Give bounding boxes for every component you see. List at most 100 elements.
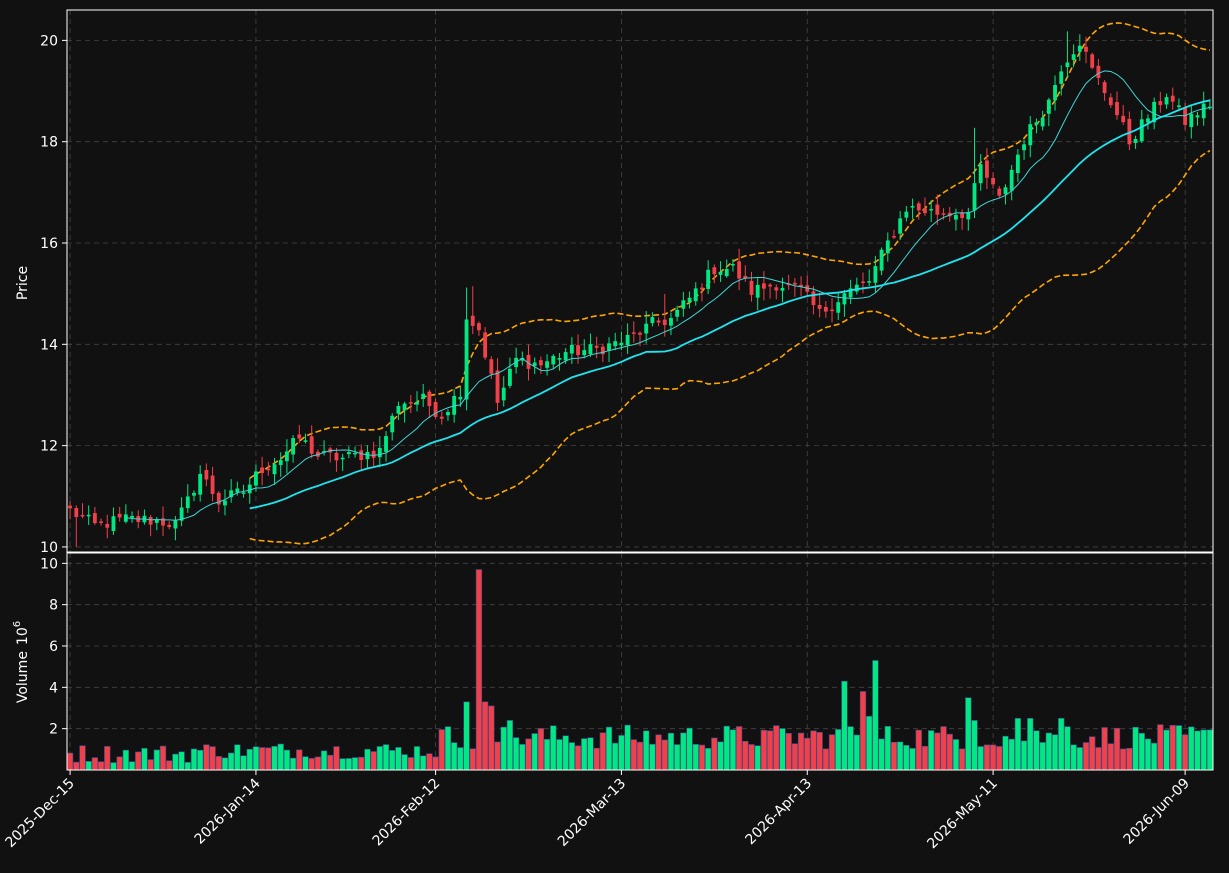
volume-bar xyxy=(630,739,637,771)
volume-bar xyxy=(296,749,303,771)
candle-body xyxy=(799,284,803,287)
candle-body xyxy=(786,283,791,286)
volume-bar xyxy=(760,729,768,771)
volume-bar xyxy=(234,744,241,771)
volume-bar xyxy=(1033,730,1040,771)
volume-bar xyxy=(853,734,860,771)
volume-bar xyxy=(1020,740,1028,771)
candle-body xyxy=(489,359,494,374)
price-panel xyxy=(67,10,1213,552)
volume-bar xyxy=(444,726,452,771)
candle-body xyxy=(935,204,940,215)
volume-bar xyxy=(153,749,160,771)
moving-averages xyxy=(125,70,1211,521)
candle-body xyxy=(607,343,611,351)
volume-bar xyxy=(754,745,761,771)
volume-bar xyxy=(66,752,74,771)
candle-body xyxy=(662,319,667,326)
volume-bar xyxy=(172,753,179,771)
candle-body xyxy=(650,317,655,324)
volume-bar xyxy=(519,744,526,771)
candle-body xyxy=(384,436,388,452)
volume-bar xyxy=(166,760,173,771)
candle-body xyxy=(309,436,314,454)
volume-bar xyxy=(1200,729,1207,771)
volume-bar xyxy=(1089,736,1096,771)
candle-body xyxy=(408,402,413,404)
volume-panel xyxy=(67,553,1213,770)
volume-bar xyxy=(958,748,966,771)
candle-body xyxy=(879,249,884,271)
price-y-tick-label: 14 xyxy=(40,337,58,353)
candle-body xyxy=(99,521,103,523)
volume-bar xyxy=(581,738,588,771)
volume-bar xyxy=(537,728,545,771)
price-y-tick-label: 20 xyxy=(40,33,58,49)
candle-body xyxy=(1152,101,1157,123)
candle-body xyxy=(334,452,339,461)
candle-body xyxy=(960,212,965,219)
candle-body xyxy=(371,450,376,458)
volume-bar xyxy=(178,751,185,771)
price-panel-frame xyxy=(66,9,1214,553)
candle-body xyxy=(867,281,872,283)
candle-body xyxy=(501,387,506,401)
candle-body xyxy=(340,457,345,460)
volume-bar xyxy=(1101,727,1108,771)
candle-body xyxy=(904,211,909,218)
volume-bar xyxy=(1076,747,1083,771)
candle-body xyxy=(470,315,475,326)
candle-body xyxy=(910,206,915,208)
volume-bar xyxy=(897,741,904,771)
volume-bar xyxy=(407,757,414,771)
candle-body xyxy=(1207,106,1212,109)
candle-body xyxy=(557,358,562,360)
volume-bar xyxy=(735,726,743,771)
candle-body xyxy=(848,288,853,298)
volume-bar xyxy=(915,729,922,771)
volume-bar xyxy=(135,751,142,771)
candle-body xyxy=(359,450,364,461)
volume-bar xyxy=(197,749,204,771)
volume-bar xyxy=(605,726,613,771)
volume-bar xyxy=(927,730,935,771)
candle-body xyxy=(569,344,574,354)
volume-bar xyxy=(159,745,167,771)
candle-body xyxy=(1146,118,1150,123)
volume-bar xyxy=(655,734,662,771)
volume-bar xyxy=(667,732,675,771)
price-axis-label: Price xyxy=(15,266,31,300)
volume-bar xyxy=(1188,726,1195,771)
candle-body xyxy=(495,370,500,403)
x-tick-label: 2025-Dec-15 xyxy=(3,776,78,851)
volume-bar xyxy=(364,748,371,771)
candle-body xyxy=(1127,118,1132,145)
candle-body xyxy=(68,505,73,509)
volume-bar xyxy=(283,749,291,771)
candle-body xyxy=(1009,169,1014,191)
candle-body xyxy=(730,264,735,266)
volume-bar xyxy=(599,732,606,771)
candle-body xyxy=(1177,105,1181,107)
volume-bar xyxy=(1157,724,1164,771)
volume-bar xyxy=(258,747,266,771)
volume-bar xyxy=(122,749,129,771)
candle-body xyxy=(854,284,859,292)
candle-body xyxy=(297,434,302,439)
candle-body xyxy=(916,203,921,211)
candle-body xyxy=(972,183,977,211)
candle-body xyxy=(1195,115,1200,118)
x-tick-label: 2026-Feb-12 xyxy=(370,776,444,850)
volume-bar xyxy=(228,752,235,771)
volume-bar xyxy=(1051,734,1059,771)
candle-body xyxy=(1059,71,1064,84)
volume-bar xyxy=(1002,735,1009,771)
candle-body xyxy=(1158,101,1163,106)
candle-body xyxy=(1189,113,1194,128)
volume-bar xyxy=(438,729,445,771)
candle-body xyxy=(86,514,91,517)
volume-bar xyxy=(308,758,315,771)
candle-body xyxy=(563,352,568,361)
candle-body xyxy=(978,164,983,184)
